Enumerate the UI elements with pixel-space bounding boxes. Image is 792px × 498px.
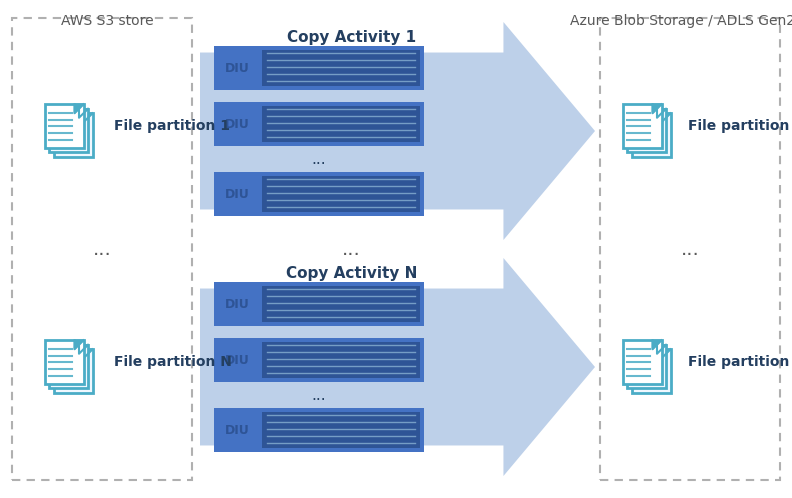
Text: ...: ...	[312, 387, 326, 402]
Text: File partition N: File partition N	[688, 355, 792, 369]
Text: DIU: DIU	[225, 61, 249, 75]
Polygon shape	[74, 104, 83, 113]
FancyBboxPatch shape	[627, 109, 666, 152]
FancyBboxPatch shape	[631, 349, 671, 393]
Polygon shape	[74, 340, 83, 349]
FancyBboxPatch shape	[631, 113, 671, 157]
Polygon shape	[200, 22, 595, 240]
Text: ...: ...	[342, 240, 361, 258]
Text: Copy Activity N: Copy Activity N	[286, 266, 417, 281]
Text: ...: ...	[680, 240, 699, 258]
Polygon shape	[661, 113, 671, 122]
Polygon shape	[83, 349, 93, 358]
FancyBboxPatch shape	[262, 286, 420, 322]
Polygon shape	[83, 113, 93, 122]
Polygon shape	[79, 345, 88, 354]
FancyBboxPatch shape	[214, 46, 424, 90]
Text: File partition N: File partition N	[114, 355, 232, 369]
Polygon shape	[657, 109, 666, 118]
FancyBboxPatch shape	[262, 106, 420, 142]
Text: Azure Blob Storage / ADLS Gen2: Azure Blob Storage / ADLS Gen2	[570, 14, 792, 28]
FancyBboxPatch shape	[49, 109, 88, 152]
Polygon shape	[657, 345, 666, 354]
Text: DIU: DIU	[225, 297, 249, 310]
Text: File partition 1: File partition 1	[688, 119, 792, 133]
FancyBboxPatch shape	[214, 408, 424, 452]
FancyBboxPatch shape	[262, 50, 420, 86]
Polygon shape	[79, 109, 88, 118]
FancyBboxPatch shape	[262, 412, 420, 448]
FancyBboxPatch shape	[44, 340, 83, 384]
FancyBboxPatch shape	[49, 345, 88, 388]
FancyBboxPatch shape	[262, 342, 420, 378]
FancyBboxPatch shape	[54, 349, 93, 393]
FancyBboxPatch shape	[623, 104, 661, 148]
FancyBboxPatch shape	[623, 340, 661, 384]
FancyBboxPatch shape	[44, 104, 83, 148]
Polygon shape	[200, 258, 595, 476]
FancyBboxPatch shape	[54, 113, 93, 157]
FancyBboxPatch shape	[627, 345, 666, 388]
FancyBboxPatch shape	[214, 102, 424, 146]
Text: DIU: DIU	[225, 188, 249, 201]
FancyBboxPatch shape	[214, 172, 424, 216]
Text: AWS S3 store: AWS S3 store	[61, 14, 153, 28]
Text: ...: ...	[312, 151, 326, 166]
Text: DIU: DIU	[225, 423, 249, 437]
Polygon shape	[661, 349, 671, 358]
Text: DIU: DIU	[225, 354, 249, 367]
Text: Copy Activity 1: Copy Activity 1	[287, 30, 417, 45]
Text: File partition 1: File partition 1	[114, 119, 230, 133]
Polygon shape	[653, 340, 661, 349]
FancyBboxPatch shape	[214, 282, 424, 326]
Text: DIU: DIU	[225, 118, 249, 130]
FancyBboxPatch shape	[262, 176, 420, 212]
Text: ...: ...	[93, 240, 112, 258]
FancyBboxPatch shape	[214, 338, 424, 382]
Polygon shape	[653, 104, 661, 113]
